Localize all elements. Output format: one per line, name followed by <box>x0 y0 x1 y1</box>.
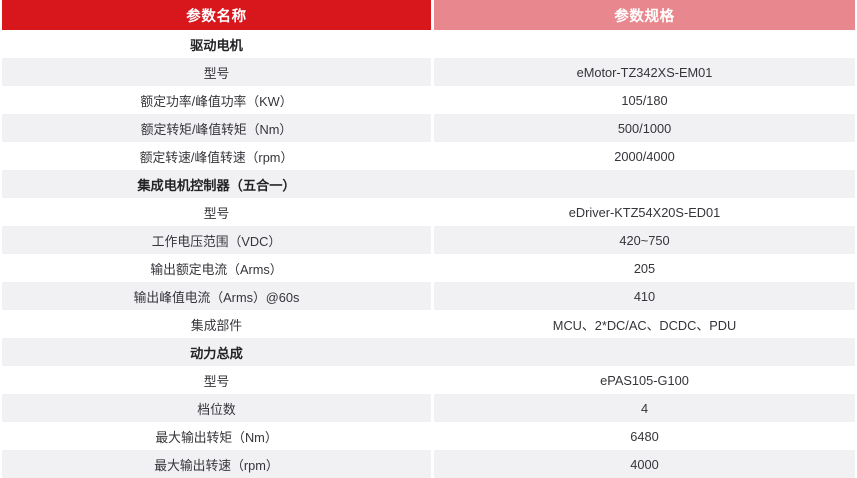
section-spacer-cell <box>431 338 855 366</box>
parameter-spec-cell: 410 <box>434 282 855 310</box>
table-header-row: 参数名称 参数规格 <box>2 0 855 30</box>
column-header-parameter-name-label: 参数名称 <box>186 8 247 25</box>
parameter-spec-cell: eDriver-KTZ54X20S-ED01 <box>434 198 855 226</box>
section-title-cell: 集成电机控制器（五合一） <box>2 170 431 198</box>
table-row: 最大输出转矩（Nm） 6480 <box>2 422 855 450</box>
table-row: 输出峰值电流（Arms）@60s 410 <box>2 282 855 310</box>
parameter-name-cell: 输出额定电流（Arms） <box>2 254 431 282</box>
table-body: 驱动电机 型号 eMotor-TZ342XS-EM01 额定功率/峰值功率（KW） 10… <box>2 30 855 478</box>
parameter-spec-cell: 4000 <box>434 450 855 478</box>
parameter-name-cell: 额定转矩/峰值转矩（Nm） <box>2 114 431 142</box>
column-header-parameter-spec: 参数规格 <box>434 0 855 30</box>
section-spacer-cell <box>431 170 855 198</box>
parameter-name-cell: 额定功率/峰值功率（KW） <box>2 86 431 114</box>
section-title-cell: 驱动电机 <box>2 30 431 58</box>
table-row: 额定功率/峰值功率（KW） 105/180 <box>2 86 855 114</box>
section-header-row: 集成电机控制器（五合一） <box>2 170 855 198</box>
table-row: 型号 ePAS105-G100 <box>2 366 855 394</box>
parameter-name-cell: 最大输出转速（rpm） <box>2 450 431 478</box>
table-row: 工作电压范围（VDC） 420~750 <box>2 226 855 254</box>
parameter-spec-cell: MCU、2*DC/AC、DCDC、PDU <box>434 310 855 338</box>
table-row: 集成部件 MCU、2*DC/AC、DCDC、PDU <box>2 310 855 338</box>
parameter-spec-cell: 6480 <box>434 422 855 450</box>
parameter-spec-cell: 4 <box>434 394 855 422</box>
parameter-spec-cell: eMotor-TZ342XS-EM01 <box>434 58 855 86</box>
parameter-name-cell: 型号 <box>2 198 431 226</box>
column-header-parameter-spec-label: 参数规格 <box>614 8 675 25</box>
parameter-spec-cell: ePAS105-G100 <box>434 366 855 394</box>
section-header-row: 动力总成 <box>2 338 855 366</box>
parameter-spec-cell: 2000/4000 <box>434 142 855 170</box>
parameter-name-cell: 工作电压范围（VDC） <box>2 226 431 254</box>
parameter-name-cell: 集成部件 <box>2 310 431 338</box>
parameter-name-cell: 最大输出转矩（Nm） <box>2 422 431 450</box>
column-header-parameter-name: 参数名称 <box>2 0 431 30</box>
section-header-row: 驱动电机 <box>2 30 855 58</box>
table-row: 额定转矩/峰值转矩（Nm） 500/1000 <box>2 114 855 142</box>
parameter-spec-cell: 205 <box>434 254 855 282</box>
table-row: 额定转速/峰值转速（rpm） 2000/4000 <box>2 142 855 170</box>
parameter-name-cell: 型号 <box>2 366 431 394</box>
parameter-spec-cell: 500/1000 <box>434 114 855 142</box>
parameter-spec-cell: 420~750 <box>434 226 855 254</box>
table-row: 型号 eDriver-KTZ54X20S-ED01 <box>2 198 855 226</box>
section-title-cell: 动力总成 <box>2 338 431 366</box>
table-row: 档位数 4 <box>2 394 855 422</box>
table-row: 型号 eMotor-TZ342XS-EM01 <box>2 58 855 86</box>
section-spacer-cell <box>431 30 855 58</box>
parameter-name-cell: 输出峰值电流（Arms）@60s <box>2 282 431 310</box>
parameter-name-cell: 额定转速/峰值转速（rpm） <box>2 142 431 170</box>
table-row: 输出额定电流（Arms） 205 <box>2 254 855 282</box>
table-row: 最大输出转速（rpm） 4000 <box>2 450 855 478</box>
parameter-spec-cell: 105/180 <box>434 86 855 114</box>
parameter-name-cell: 型号 <box>2 58 431 86</box>
parameter-name-cell: 档位数 <box>2 394 431 422</box>
